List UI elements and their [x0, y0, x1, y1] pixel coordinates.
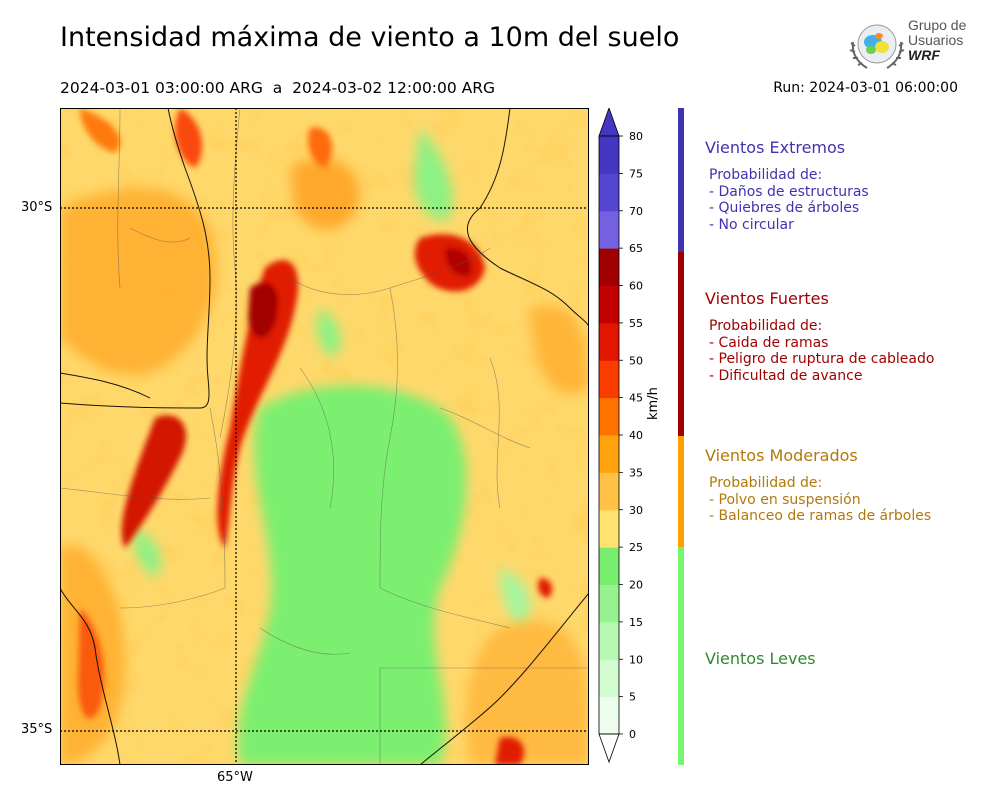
colorbar-segment [599, 659, 619, 698]
wind-field-map [60, 108, 589, 765]
colorbar-tick-label: 5 [629, 691, 636, 704]
colorbar-segment [599, 210, 619, 249]
category-bar-fuertes [678, 252, 684, 436]
country-borders [60, 108, 589, 765]
wrf-logo: Grupo de Usuarios WRF [848, 16, 978, 72]
logo-text: Grupo de Usuarios WRF [908, 17, 967, 63]
colorbar-segment [599, 397, 619, 436]
light-wind-areas [133, 128, 531, 765]
colorbar-tick-label: 30 [629, 504, 643, 517]
colorbar-segment [599, 360, 619, 399]
colorbar-segment [599, 696, 619, 735]
category-description: Probabilidad de: - Caida de ramas - Peli… [709, 318, 935, 384]
lat-label-30s: 30°S [21, 200, 53, 215]
colorbar-extend-max [598, 106, 620, 137]
colorbar-segment [599, 621, 619, 660]
colorbar-tick-label: 0 [629, 728, 636, 741]
category-bar-leves [678, 547, 684, 765]
category-description: Probabilidad de: - Polvo en suspensión -… [709, 475, 932, 524]
colorbar-tick-label: 75 [629, 167, 643, 180]
run-time: Run: 2024-03-01 06:00:00 [773, 80, 958, 96]
colorbar-segment [599, 285, 619, 324]
colorbar-tick-label: 70 [629, 205, 643, 218]
colorbar-segment [599, 248, 619, 286]
strong-wind-areas [78, 108, 553, 765]
colorbar-tick-label: 65 [629, 242, 643, 255]
colorbar-segment [599, 472, 619, 511]
category-leves: Vientos Leves [705, 649, 816, 668]
province-borders [60, 108, 589, 765]
category-bar-moderados [678, 436, 684, 547]
colorbar-tick-label: 15 [629, 616, 643, 629]
globe-icon [849, 24, 905, 69]
lat-label-35s: 35°S [21, 722, 53, 737]
map-frame [60, 108, 589, 765]
colorbar-tick-label: 40 [629, 429, 643, 442]
colorbar-segment [599, 322, 619, 361]
colorbar-svg: 0 5 10 15 20 25 30 35 40 45 50 55 60 65 70 75 80 [598, 106, 643, 764]
colorbar-extend-min [598, 733, 620, 764]
colorbar-segment [599, 173, 619, 212]
colorbar-tick-label: 25 [629, 541, 643, 554]
category-name: Vientos Fuertes [705, 289, 829, 308]
category-moderados: Vientos Moderados Probabilidad de: - Pol… [705, 446, 931, 525]
category-name: Vientos Leves [705, 649, 816, 668]
colorbar-segment [599, 584, 619, 623]
colorbar-segment [599, 435, 619, 473]
colorbar-segment [599, 136, 619, 174]
colorbar-segment [599, 547, 619, 585]
category-fuertes: Vientos Fuertes Probabilidad de: - Caida… [705, 289, 934, 384]
category-name: Vientos Extremos [705, 138, 846, 157]
colorbar-tick-label: 55 [629, 317, 643, 330]
map-title: Intensidad máxima de viento a 10m del su… [60, 22, 680, 53]
colorbar-tick-label: 60 [629, 280, 643, 293]
lon-label-65w: 65°W [217, 770, 253, 785]
colorbar-tick-label: 80 [629, 130, 643, 143]
category-bar-extremos [678, 108, 684, 252]
forecast-period: 2024-03-01 03:00:00 ARG a 2024-03-02 12:… [60, 79, 496, 97]
category-name: Vientos Moderados [705, 446, 858, 465]
colorbar-tick-label: 20 [629, 579, 643, 592]
colorbar-segment [599, 509, 619, 548]
colorbar-unit-label: km/h [646, 387, 661, 420]
wind-colorbar: 0 5 10 15 20 25 30 35 40 45 50 55 60 65 70 75 80 [598, 106, 668, 768]
colorbar-tick-label: 10 [629, 653, 643, 666]
colorbar-tick-label: 45 [629, 392, 643, 405]
colorbar-tick-label: 50 [629, 354, 643, 367]
colorbar-tick-label: 35 [629, 466, 643, 479]
wind-map [60, 108, 589, 765]
category-description: Probabilidad de: - Daños de estructuras … [709, 167, 869, 233]
moderate-wind-areas [60, 158, 589, 765]
category-extremos: Vientos Extremos Probabilidad de: - Daño… [705, 138, 869, 233]
